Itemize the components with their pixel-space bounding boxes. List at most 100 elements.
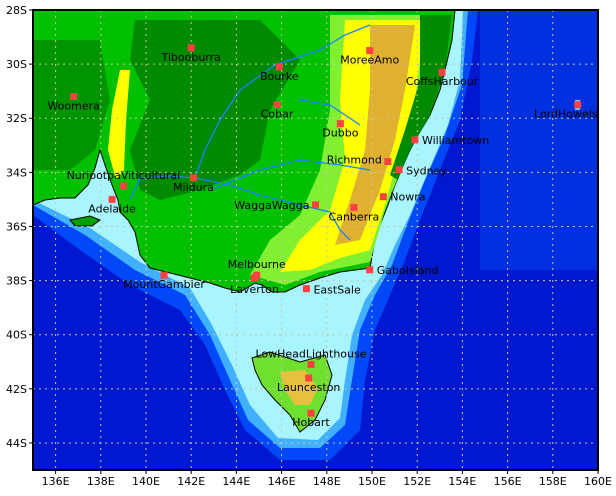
station-lordhowelsland[interactable]: LordHowelsland (534, 101, 616, 121)
y-tick-label: 34S (6, 166, 27, 179)
lowland-basin (130, 20, 300, 200)
macquarie-river (299, 99, 361, 126)
murrumbidgee-river (209, 159, 371, 191)
station-marker[interactable] (574, 101, 582, 109)
x-tick-label: 136E (42, 475, 70, 488)
station-label: Dubbo (322, 127, 358, 140)
lowland-west (33, 40, 110, 170)
station-lowheadlighthouse[interactable]: LowHeadLighthouse (255, 347, 367, 368)
station-label: Bourke (260, 70, 299, 83)
station-hobart[interactable]: Hobart (292, 409, 330, 430)
station-bourke[interactable]: Bourke (260, 63, 299, 83)
station-label: Laverton (230, 283, 279, 296)
station-marker[interactable] (395, 166, 403, 174)
station-label: EastSale (313, 284, 361, 297)
x-tick-label: 156E (494, 475, 522, 488)
station-label: NuriootpaViticultural (67, 169, 181, 182)
station-marker[interactable] (438, 68, 446, 76)
station-marker[interactable] (379, 193, 387, 201)
x-tick-label: 142E (177, 475, 205, 488)
station-label: MountGambier (123, 278, 205, 291)
station-label: Mildura (173, 181, 214, 194)
station-moreeamo[interactable]: MoreeAmo (340, 47, 400, 67)
station-tibooburra[interactable]: Tibooburra (160, 44, 221, 64)
station-marker[interactable] (336, 120, 344, 128)
station-marker[interactable] (307, 409, 315, 417)
station-mountgambier[interactable]: MountGambier (123, 271, 205, 292)
station-label: Williamtown (422, 134, 489, 147)
y-tick-label: 30S (6, 58, 27, 71)
station-label: Cobar (261, 108, 294, 121)
station-cobar[interactable]: Cobar (261, 101, 294, 121)
station-eastsale[interactable]: EastSale (302, 284, 361, 297)
station-marker[interactable] (189, 174, 197, 182)
y-tick-label: 38S (6, 275, 27, 288)
x-tick-label: 138E (87, 475, 115, 488)
station-marker[interactable] (250, 274, 258, 282)
station-nuriootpaviticultural[interactable]: NuriootpaViticultural (67, 169, 181, 190)
station-marker[interactable] (108, 195, 116, 203)
station-marker[interactable] (411, 136, 419, 144)
station-woomera[interactable]: Woomera (47, 93, 100, 113)
y-tick-label: 44S (6, 437, 27, 450)
x-tick-label: 150E (358, 475, 386, 488)
station-marker[interactable] (70, 93, 78, 101)
kangaroo-island (69, 215, 102, 227)
station-label: LowHeadLighthouse (255, 347, 366, 360)
station-launceston[interactable]: Launceston (277, 374, 340, 395)
station-williamtown[interactable]: Williamtown (411, 134, 489, 147)
station-marker[interactable] (366, 266, 374, 274)
station-label: Sydney (406, 165, 447, 178)
x-tick-label: 158E (539, 475, 567, 488)
y-axis-ticks: 28S 30S 32S 34S 36S 38S 40S 42S 44S (6, 4, 33, 450)
y-tick-label: 42S (6, 383, 27, 396)
y-tick-label: 36S (6, 220, 27, 233)
station-waggawagga[interactable]: WaggaWagga (234, 199, 319, 212)
station-marker[interactable] (187, 44, 195, 52)
x-tick-label: 154E (448, 475, 476, 488)
station-canberra[interactable]: Canberra (329, 204, 380, 224)
x-axis-ticks: 136E 138E 140E 142E 144E 146E 148E 150E 152E 154E… (42, 470, 612, 488)
y-tick-label: 40S (6, 329, 27, 342)
station-dubbo[interactable]: Dubbo (322, 120, 359, 140)
station-sydney[interactable]: Sydney (395, 165, 448, 178)
station-marker[interactable] (350, 204, 358, 212)
x-tick-label: 140E (132, 475, 160, 488)
station-marker[interactable] (160, 271, 168, 279)
station-label: Adelaide (88, 202, 136, 215)
terrain (33, 10, 598, 470)
murray-river (129, 175, 351, 241)
station-label: Nowra (390, 191, 425, 204)
station-nowra[interactable]: Nowra (379, 191, 426, 204)
station-adelaide[interactable]: Adelaide (88, 195, 136, 216)
station-marker[interactable] (302, 285, 310, 293)
darling-river (194, 24, 371, 179)
flinders-ranges (108, 70, 130, 180)
station-label: MoreeAmo (340, 54, 399, 67)
x-tick-label: 160E (584, 475, 612, 488)
station-label: GaboIsland (377, 264, 439, 277)
x-tick-label: 152E (403, 475, 431, 488)
station-marker[interactable] (275, 63, 283, 71)
rivers (129, 24, 371, 241)
station-coffsharbour[interactable]: CoffsHarbour (406, 68, 479, 89)
station-label: Launceston (277, 381, 340, 394)
station-laverton[interactable]: Laverton (230, 274, 279, 296)
x-tick-label: 146E (268, 475, 296, 488)
station-marker[interactable] (384, 158, 392, 166)
station-marker[interactable] (305, 374, 313, 382)
station-marker[interactable] (119, 182, 127, 190)
station-marker[interactable] (312, 201, 319, 209)
station-marker[interactable] (273, 101, 281, 109)
x-tick-label: 144E (222, 475, 250, 488)
ocean-ridge (480, 10, 598, 270)
stations: Tibooburra Woomera Bourke Cobar MoreeAmo Coff… (47, 44, 616, 430)
station-mildura[interactable]: Mildura (173, 174, 214, 194)
station-label: Woomera (47, 100, 99, 113)
station-label: CoffsHarbour (406, 75, 479, 88)
station-richmond[interactable]: Richmond (327, 154, 392, 167)
station-marker[interactable] (366, 47, 374, 55)
station-gaboisland[interactable]: GaboIsland (366, 264, 438, 277)
station-marker[interactable] (307, 360, 315, 368)
